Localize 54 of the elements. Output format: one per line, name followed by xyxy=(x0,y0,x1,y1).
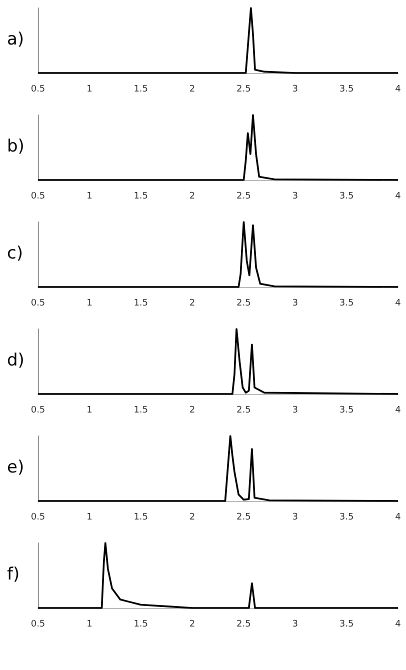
x-tick-label: 1.5 xyxy=(134,84,148,94)
x-tick-label: 4 xyxy=(395,84,402,94)
text: c) xyxy=(7,244,23,264)
x-tick-label: 1 xyxy=(86,84,92,94)
x-tick-label: 0.5 xyxy=(30,84,46,94)
x-tick-label: 1.5 xyxy=(134,512,148,522)
x-tick-label: 2 xyxy=(189,620,196,630)
x-tick-label: 3.5 xyxy=(339,406,354,416)
x-tick-label: 2 xyxy=(189,84,196,94)
x-tick-label: 3.5 xyxy=(339,192,354,202)
x-tick-label: 3 xyxy=(292,406,298,416)
text: b) xyxy=(7,136,24,156)
text: e) xyxy=(7,458,24,478)
x-tick-label: 0.5 xyxy=(30,406,46,416)
x-tick-label: 1 xyxy=(86,512,92,522)
x-tick-label: 2.5 xyxy=(236,192,251,202)
text: f) xyxy=(7,564,20,584)
x-tick-label: 3 xyxy=(292,192,298,202)
x-tick-label: 3 xyxy=(292,84,298,94)
x-tick-label: 4 xyxy=(395,298,402,308)
x-tick-label: 2.5 xyxy=(236,298,251,308)
x-tick-label: 1.5 xyxy=(134,406,148,416)
x-tick-label: 2.5 xyxy=(236,512,251,522)
x-tick-label: 1 xyxy=(86,298,92,308)
x-tick-label: 0.5 xyxy=(30,192,46,202)
x-tick-label: 1.5 xyxy=(134,620,148,630)
x-tick-label: 2 xyxy=(189,512,196,522)
text: d) xyxy=(7,350,24,370)
x-tick-label: 4 xyxy=(395,192,402,202)
x-tick-label: 4 xyxy=(395,512,402,522)
x-tick-label: 3 xyxy=(292,620,298,630)
x-tick-label: 2.5 xyxy=(236,406,251,416)
x-tick-label: 2 xyxy=(189,298,196,308)
x-tick-label: 1.5 xyxy=(134,192,148,202)
x-tick-label: 2 xyxy=(189,406,196,416)
x-tick-label: 2 xyxy=(189,192,196,202)
x-tick-label: 2.5 xyxy=(236,620,251,630)
x-tick-label: 0.5 xyxy=(30,620,46,630)
x-tick-label: 3.5 xyxy=(339,84,354,94)
x-tick-label: 3.5 xyxy=(339,298,354,308)
text: a) xyxy=(7,30,24,50)
x-tick-label: 1 xyxy=(86,192,92,202)
x-tick-label: 3.5 xyxy=(339,512,354,522)
x-tick-label: 0.5 xyxy=(30,512,46,522)
x-tick-label: 3 xyxy=(292,298,298,308)
x-tick-label: 1.5 xyxy=(134,298,148,308)
x-tick-label: 1 xyxy=(86,406,92,416)
x-tick-label: 0.5 xyxy=(30,298,46,308)
x-tick-label: 2.5 xyxy=(236,84,251,94)
x-tick-label: 4 xyxy=(395,406,402,416)
x-tick-label: 3 xyxy=(292,512,298,522)
x-tick-label: 1 xyxy=(86,620,92,630)
x-tick-label: 4 xyxy=(395,620,402,630)
x-tick-label: 3.5 xyxy=(339,620,354,630)
